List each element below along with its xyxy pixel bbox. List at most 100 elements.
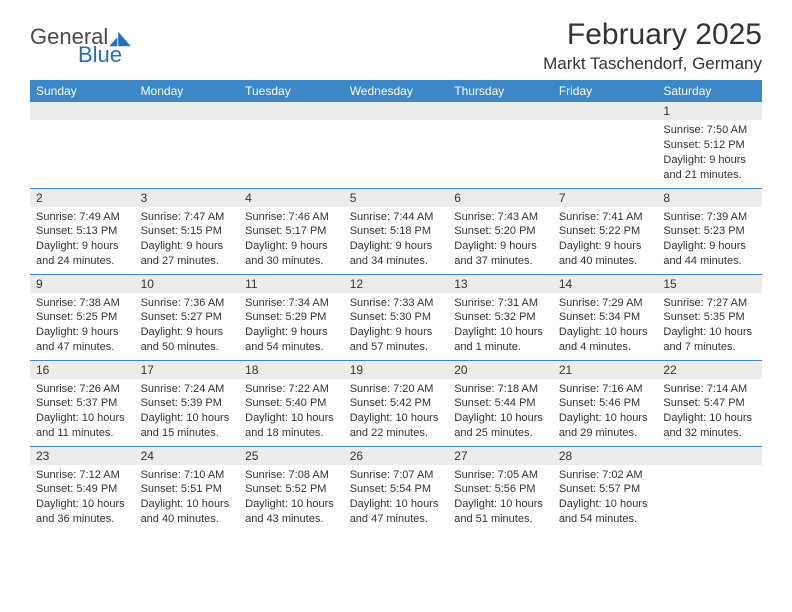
sunset-text: Sunset: 5:57 PM <box>559 482 652 497</box>
sunset-text: Sunset: 5:18 PM <box>350 224 443 239</box>
logo: GeneralBlue <box>30 18 131 66</box>
daylight-text-line2: and 36 minutes. <box>36 512 129 527</box>
calendar-empty-cell <box>448 102 553 188</box>
day-number-bar: 18 <box>239 361 344 379</box>
daylight-text-line1: Daylight: 10 hours <box>454 411 547 426</box>
sunrise-text: Sunrise: 7:34 AM <box>245 296 338 311</box>
day-detail: Sunrise: 7:31 AMSunset: 5:32 PMDaylight:… <box>448 293 553 359</box>
day-detail: Sunrise: 7:49 AMSunset: 5:13 PMDaylight:… <box>30 207 135 273</box>
day-number-bar: 12 <box>344 275 449 293</box>
sunrise-text: Sunrise: 7:14 AM <box>663 382 756 397</box>
sunrise-text: Sunrise: 7:49 AM <box>36 210 129 225</box>
daylight-text-line1: Daylight: 10 hours <box>454 325 547 340</box>
sunrise-text: Sunrise: 7:43 AM <box>454 210 547 225</box>
day-number-bar: 9 <box>30 275 135 293</box>
daylight-text-line2: and 4 minutes. <box>559 340 652 355</box>
day-detail: Sunrise: 7:26 AMSunset: 5:37 PMDaylight:… <box>30 379 135 445</box>
sunset-text: Sunset: 5:15 PM <box>141 224 234 239</box>
day-number-bar: 2 <box>30 189 135 207</box>
sunset-text: Sunset: 5:51 PM <box>141 482 234 497</box>
sunset-text: Sunset: 5:52 PM <box>245 482 338 497</box>
day-detail: Sunrise: 7:24 AMSunset: 5:39 PMDaylight:… <box>135 379 240 445</box>
sunrise-text: Sunrise: 7:33 AM <box>350 296 443 311</box>
day-detail: Sunrise: 7:27 AMSunset: 5:35 PMDaylight:… <box>657 293 762 359</box>
day-number-bar: 14 <box>553 275 658 293</box>
daylight-text-line2: and 21 minutes. <box>663 168 756 183</box>
daylight-text-line1: Daylight: 9 hours <box>350 239 443 254</box>
day-detail: Sunrise: 7:50 AMSunset: 5:12 PMDaylight:… <box>657 120 762 186</box>
sunset-text: Sunset: 5:49 PM <box>36 482 129 497</box>
daylight-text-line1: Daylight: 9 hours <box>36 325 129 340</box>
daylight-text-line2: and 29 minutes. <box>559 426 652 441</box>
day-detail: Sunrise: 7:39 AMSunset: 5:23 PMDaylight:… <box>657 207 762 273</box>
day-number-bar: 13 <box>448 275 553 293</box>
day-number-bar <box>344 102 449 120</box>
calendar-week-row: 2Sunrise: 7:49 AMSunset: 5:13 PMDaylight… <box>30 188 762 274</box>
daylight-text-line1: Daylight: 9 hours <box>663 153 756 168</box>
calendar-week-row: 1Sunrise: 7:50 AMSunset: 5:12 PMDaylight… <box>30 102 762 188</box>
day-number-bar <box>239 102 344 120</box>
daylight-text-line1: Daylight: 10 hours <box>454 497 547 512</box>
calendar-page: GeneralBlue February 2025 Markt Taschend… <box>0 0 792 532</box>
day-detail: Sunrise: 7:44 AMSunset: 5:18 PMDaylight:… <box>344 207 449 273</box>
daylight-text-line1: Daylight: 9 hours <box>454 239 547 254</box>
day-number-bar: 6 <box>448 189 553 207</box>
day-number-bar: 11 <box>239 275 344 293</box>
sunrise-text: Sunrise: 7:16 AM <box>559 382 652 397</box>
sunset-text: Sunset: 5:12 PM <box>663 138 756 153</box>
sunset-text: Sunset: 5:17 PM <box>245 224 338 239</box>
day-number-bar: 19 <box>344 361 449 379</box>
day-number-bar: 24 <box>135 447 240 465</box>
sunrise-text: Sunrise: 7:24 AM <box>141 382 234 397</box>
day-number-bar: 28 <box>553 447 658 465</box>
sunset-text: Sunset: 5:30 PM <box>350 310 443 325</box>
day-number-bar: 27 <box>448 447 553 465</box>
day-detail: Sunrise: 7:16 AMSunset: 5:46 PMDaylight:… <box>553 379 658 445</box>
weekday-header: Monday <box>135 80 240 102</box>
sunrise-text: Sunrise: 7:18 AM <box>454 382 547 397</box>
daylight-text-line2: and 15 minutes. <box>141 426 234 441</box>
calendar-day-cell: 26Sunrise: 7:07 AMSunset: 5:54 PMDayligh… <box>344 446 449 532</box>
day-number-bar: 4 <box>239 189 344 207</box>
daylight-text-line1: Daylight: 10 hours <box>663 325 756 340</box>
sunrise-text: Sunrise: 7:39 AM <box>663 210 756 225</box>
daylight-text-line2: and 30 minutes. <box>245 254 338 269</box>
calendar-empty-cell <box>344 102 449 188</box>
daylight-text-line2: and 51 minutes. <box>454 512 547 527</box>
calendar-week-row: 23Sunrise: 7:12 AMSunset: 5:49 PMDayligh… <box>30 446 762 532</box>
calendar-day-cell: 19Sunrise: 7:20 AMSunset: 5:42 PMDayligh… <box>344 360 449 446</box>
calendar-empty-cell <box>30 102 135 188</box>
day-number-bar: 22 <box>657 361 762 379</box>
daylight-text-line2: and 1 minute. <box>454 340 547 355</box>
day-detail: Sunrise: 7:02 AMSunset: 5:57 PMDaylight:… <box>553 465 658 531</box>
daylight-text-line2: and 24 minutes. <box>36 254 129 269</box>
day-detail: Sunrise: 7:41 AMSunset: 5:22 PMDaylight:… <box>553 207 658 273</box>
sunset-text: Sunset: 5:35 PM <box>663 310 756 325</box>
sunset-text: Sunset: 5:42 PM <box>350 396 443 411</box>
calendar-day-cell: 2Sunrise: 7:49 AMSunset: 5:13 PMDaylight… <box>30 188 135 274</box>
sunset-text: Sunset: 5:39 PM <box>141 396 234 411</box>
sunrise-text: Sunrise: 7:50 AM <box>663 123 756 138</box>
daylight-text-line1: Daylight: 10 hours <box>245 411 338 426</box>
page-header: GeneralBlue February 2025 Markt Taschend… <box>30 18 762 74</box>
calendar-day-cell: 22Sunrise: 7:14 AMSunset: 5:47 PMDayligh… <box>657 360 762 446</box>
calendar-day-cell: 1Sunrise: 7:50 AMSunset: 5:12 PMDaylight… <box>657 102 762 188</box>
daylight-text-line1: Daylight: 9 hours <box>141 325 234 340</box>
day-detail: Sunrise: 7:46 AMSunset: 5:17 PMDaylight:… <box>239 207 344 273</box>
day-number-bar: 1 <box>657 102 762 120</box>
day-number-bar: 8 <box>657 189 762 207</box>
day-detail: Sunrise: 7:20 AMSunset: 5:42 PMDaylight:… <box>344 379 449 445</box>
day-number-bar: 25 <box>239 447 344 465</box>
day-detail <box>553 120 658 180</box>
sunset-text: Sunset: 5:40 PM <box>245 396 338 411</box>
day-detail <box>448 120 553 180</box>
daylight-text-line1: Daylight: 10 hours <box>559 497 652 512</box>
location-subtitle: Markt Taschendorf, Germany <box>543 54 762 74</box>
daylight-text-line2: and 44 minutes. <box>663 254 756 269</box>
daylight-text-line2: and 57 minutes. <box>350 340 443 355</box>
day-number-bar <box>657 447 762 465</box>
day-number-bar: 16 <box>30 361 135 379</box>
calendar-table: SundayMondayTuesdayWednesdayThursdayFrid… <box>30 80 762 532</box>
daylight-text-line1: Daylight: 10 hours <box>350 411 443 426</box>
day-number-bar: 23 <box>30 447 135 465</box>
